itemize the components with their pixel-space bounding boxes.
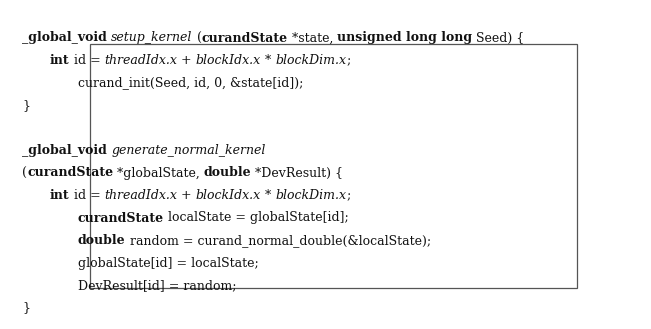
Text: _global_void: _global_void [22,144,111,157]
Text: curandState: curandState [78,212,164,224]
Text: *: * [261,54,275,67]
Text: blockDim.x: blockDim.x [275,189,346,202]
Text: +: + [177,54,196,67]
Text: *DevResult) {: *DevResult) { [251,166,344,180]
Text: curandState: curandState [202,32,288,44]
Text: ;: ; [346,54,350,67]
Text: blockIdx.x: blockIdx.x [196,54,261,67]
Text: }: } [22,99,30,112]
Text: +: + [177,189,196,202]
Text: id =: id = [70,54,104,67]
Text: *state,: *state, [288,32,337,44]
Text: id =: id = [70,189,104,202]
Text: *globalState,: *globalState, [113,166,204,180]
Text: setup_kernel: setup_kernel [111,32,193,44]
Text: }: } [22,301,30,315]
Text: *: * [261,189,275,202]
Text: unsigned long long: unsigned long long [337,32,472,44]
Text: threadIdx.x: threadIdx.x [104,54,177,67]
Text: double: double [78,234,126,247]
Text: int: int [50,189,70,202]
Text: localState = globalState[id];: localState = globalState[id]; [164,212,349,224]
Text: blockDim.x: blockDim.x [275,54,346,67]
Text: random = curand_normal_double(&localState);: random = curand_normal_double(&localStat… [126,234,431,247]
Text: _global_void: _global_void [22,32,111,44]
Text: ;: ; [346,189,350,202]
Text: generate_normal_kernel: generate_normal_kernel [111,144,266,157]
Text: curandState: curandState [27,166,113,180]
Text: curand_init(Seed, id, 0, &state[id]);: curand_init(Seed, id, 0, &state[id]); [78,77,303,89]
Text: int: int [50,54,70,67]
Text: blockIdx.x: blockIdx.x [196,189,261,202]
Text: DevResult[id] = random;: DevResult[id] = random; [78,279,236,292]
Text: globalState[id] = localState;: globalState[id] = localState; [78,257,258,269]
Text: Seed) {: Seed) { [472,32,525,44]
Text: double: double [204,166,251,180]
Text: (: ( [193,32,202,44]
Text: (: ( [22,166,27,180]
Text: threadIdx.x: threadIdx.x [104,189,177,202]
